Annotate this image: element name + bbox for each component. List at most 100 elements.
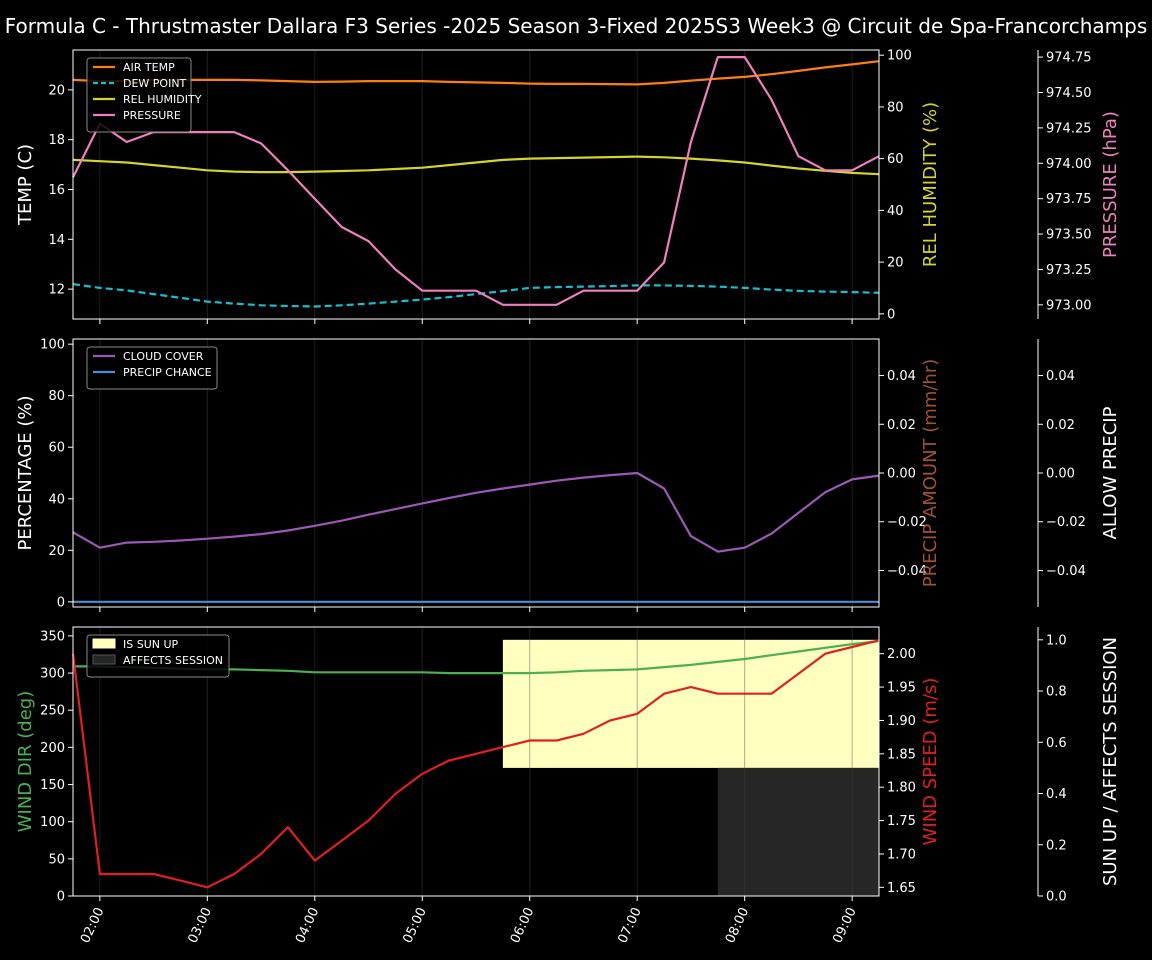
y-axis-label: PERCENTAGE (%) — [15, 395, 36, 550]
y3-axis-label: ALLOW PRECIP — [1100, 406, 1121, 539]
band-is-sun-up — [502, 639, 879, 768]
series-cloud-cover — [72, 471, 880, 553]
y-tick-label: 16 — [48, 183, 65, 198]
y3-tick-label: 973.25 — [1046, 263, 1092, 278]
y-tick-label: 50 — [48, 852, 65, 867]
y3-tick-label: 0.0 — [1046, 890, 1067, 905]
x-tick-label: 09:00 — [830, 905, 859, 945]
plot-area — [73, 50, 879, 319]
chart-title: Formula C - Thrustmaster Dallara F3 Seri… — [4, 14, 1148, 38]
y2-axis-label: PRECIP AMOUNT (mm/hr) — [920, 359, 941, 588]
legend-swatch — [92, 638, 116, 649]
x-tick-label: 08:00 — [723, 905, 752, 945]
series-dew-point — [72, 283, 880, 308]
y3-tick-label: 974.25 — [1046, 121, 1092, 136]
series-air-temp — [72, 60, 880, 86]
x-tick-label: 03:00 — [186, 905, 215, 945]
y3-tick-label: 0.2 — [1046, 838, 1067, 853]
legend: CLOUD COVER PRECIP CHANCE — [86, 346, 218, 390]
y-tick-label: 20 — [48, 544, 65, 559]
y-tick-label: 0 — [57, 595, 65, 610]
y2-tick-label: 20 — [887, 256, 904, 271]
y2-axis-label: REL HUMIDITY (%) — [920, 102, 941, 267]
x-tick-label: 07:00 — [615, 905, 644, 945]
y-tick-label: 20 — [48, 83, 65, 98]
y-axis-label: TEMP (C) — [15, 144, 36, 226]
series-pressure — [72, 55, 880, 306]
y-tick-label: 12 — [48, 283, 65, 298]
y-tick-label: 40 — [48, 492, 65, 507]
legend-label: DEW POINT — [123, 77, 187, 90]
legend-box — [86, 346, 218, 390]
y3-tick-label: −0.04 — [1046, 564, 1086, 579]
y2-tick-label: −0.04 — [887, 564, 927, 579]
y2-tick-label: 60 — [887, 152, 904, 167]
y-tick-label: 350 — [40, 629, 65, 644]
y2-tick-label: 1.90 — [887, 714, 916, 729]
y3-tick-label: 973.50 — [1046, 228, 1092, 243]
y3-axis-label: SUN UP / AFFECTS SESSION — [1100, 637, 1121, 886]
legend-box — [86, 57, 192, 133]
y3-tick-label: −0.02 — [1046, 515, 1086, 530]
y3-tick-label: 0.00 — [1046, 467, 1075, 482]
y2-tick-label: 1.70 — [887, 847, 916, 862]
y-tick-label: 250 — [40, 704, 65, 719]
y-tick-label: 150 — [40, 778, 65, 793]
y3-tick-label: 0.4 — [1046, 787, 1067, 802]
legend-label: IS SUN UP — [123, 638, 179, 651]
y-tick-label: 200 — [40, 741, 65, 756]
y2-tick-label: 40 — [887, 204, 904, 219]
legend-label: REL HUMIDITY — [123, 93, 202, 106]
legend-label: AIR TEMP — [123, 61, 175, 74]
plot-frame — [72, 49, 880, 320]
y-tick-label: 80 — [48, 389, 65, 404]
y3-tick-label: 973.75 — [1046, 192, 1092, 207]
y3-tick-label: 0.04 — [1046, 369, 1075, 384]
panel-clouds-precip: 0 20 40 60 80 100 −0.04 −0.02 0.00 0.02 0.04 −0.04 −… — [15, 338, 1121, 612]
legend-swatch — [92, 654, 116, 665]
legend-label: PRECIP CHANCE — [123, 366, 212, 379]
x-tick-label: 04:00 — [293, 905, 322, 945]
y2-tick-label: 1.65 — [887, 881, 916, 896]
y-tick-label: 100 — [40, 338, 65, 353]
series-wind-speed — [71, 639, 880, 889]
y2-tick-label: 80 — [887, 100, 904, 115]
x-tick-label: 06:00 — [508, 905, 537, 945]
series-rel-humidity — [72, 155, 880, 176]
y2-tick-label: 0.02 — [887, 418, 916, 433]
y2-tick-label: 1.80 — [887, 781, 916, 796]
y-tick-label: 60 — [48, 441, 65, 456]
band-affects-session — [717, 767, 879, 896]
legend: AIR TEMP DEW POINT REL HUMIDITY PRESSURE — [86, 57, 202, 133]
y3-tick-label: 973.00 — [1046, 298, 1092, 313]
y3-axis-label: PRESSURE (hPa) — [1100, 111, 1121, 258]
y2-tick-label: −0.02 — [887, 515, 927, 530]
panel-wind-sun: 0 50 100 150 200 250 300 350 1.65 1.70 1.75 1.80 1.8… — [15, 626, 1121, 946]
legend: IS SUN UP AFFECTS SESSION — [86, 634, 230, 678]
y-axis-label: WIND DIR (deg) — [15, 691, 36, 833]
y2-tick-label: 1.85 — [887, 747, 916, 762]
x-tick-label: 05:00 — [400, 905, 429, 945]
x-tick-label: 02:00 — [78, 905, 107, 945]
y-tick-label: 300 — [40, 667, 65, 682]
y2-tick-label: 100 — [887, 49, 912, 64]
plot-frame — [72, 626, 880, 897]
y-tick-label: 18 — [48, 133, 65, 148]
legend-label: CLOUD COVER — [123, 350, 204, 363]
y-tick-label: 100 — [40, 815, 65, 830]
y-tick-label: 14 — [48, 233, 65, 248]
y2-tick-label: 0.04 — [887, 369, 916, 384]
y3-tick-label: 1.0 — [1046, 633, 1067, 648]
y2-tick-label: 1.75 — [887, 814, 916, 829]
y3-tick-label: 974.50 — [1046, 86, 1092, 101]
y2-tick-label: 0 — [887, 307, 895, 322]
y2-tick-label: 2.00 — [887, 647, 916, 662]
y2-tick-label: 1.95 — [887, 681, 916, 696]
y3-tick-label: 974.75 — [1046, 51, 1092, 66]
y3-tick-label: 974.00 — [1046, 157, 1092, 172]
legend-box — [86, 634, 230, 678]
y3-tick-label: 0.6 — [1046, 736, 1067, 751]
legend-label: AFFECTS SESSION — [123, 654, 223, 667]
y2-axis-label: WIND SPEED (m/s) — [920, 678, 941, 846]
